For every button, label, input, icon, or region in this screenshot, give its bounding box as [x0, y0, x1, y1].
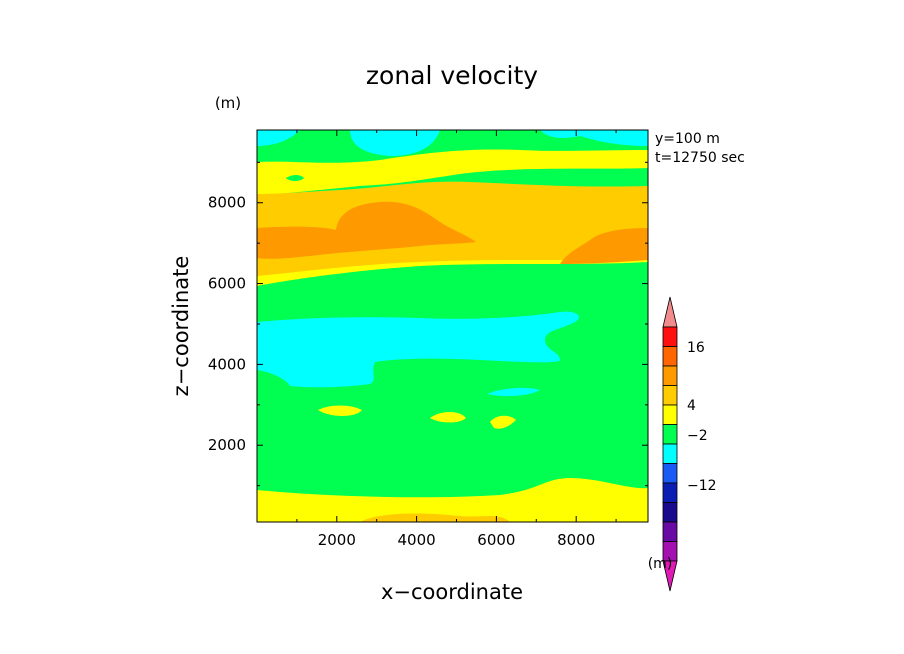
- colorbar-labels: 16 4 −2 −12: [687, 340, 717, 494]
- field-cyan-mid: [257, 311, 580, 388]
- field-orange-bottom: [360, 513, 510, 522]
- colorbar-bottom-arrow: [662, 560, 678, 592]
- field-orange-band: [257, 181, 648, 276]
- field-cyan-top-2: [257, 130, 300, 146]
- field-cyan-small: [487, 387, 540, 397]
- colorbar-label: 4: [687, 398, 696, 414]
- x-tick-label: 6000: [477, 531, 515, 549]
- field-cyan-top-3: [540, 130, 648, 146]
- field-green-spot: [286, 175, 304, 181]
- field-darkorange-right: [560, 228, 648, 264]
- x-tick-label: 2000: [318, 531, 356, 549]
- x-tick-label: 4000: [397, 531, 435, 549]
- x-tick-labels: 2000 4000 6000 8000: [318, 531, 596, 549]
- field-yellow-patch-1: [318, 405, 362, 416]
- field-yellow-patch-2: [430, 412, 466, 423]
- colorbar-box: [662, 502, 678, 523]
- colorbar-box: [662, 443, 678, 464]
- colorbar-box: [662, 326, 678, 347]
- chart-title: zonal velocity: [366, 61, 538, 90]
- contour-field: [257, 130, 648, 522]
- y-tick-label: 8000: [208, 194, 246, 212]
- colorbar-top-arrow: [662, 296, 678, 328]
- colorbar-box: [662, 463, 678, 484]
- colorbar: [662, 296, 678, 592]
- plot-frame: [256, 129, 649, 523]
- field-darkorange-left: [257, 201, 476, 259]
- field-cyan-top-1: [350, 130, 440, 156]
- y-axis-label: z−coordinate: [169, 256, 193, 397]
- x-tick-label: 8000: [557, 531, 595, 549]
- colorbar-box: [662, 404, 678, 425]
- colorbar-box: [662, 346, 678, 367]
- field-yellow-patch-3: [490, 415, 516, 429]
- y-tick-label: 6000: [208, 275, 246, 293]
- x-axis-label: x−coordinate: [381, 580, 523, 604]
- colorbar-unit-label: (m): [648, 556, 673, 572]
- colorbar-box: [662, 424, 678, 445]
- y-tick-label: 4000: [208, 355, 246, 373]
- colorbar-box: [662, 385, 678, 406]
- colorbar-label: −2: [687, 428, 708, 444]
- y-tick-label: 2000: [208, 436, 246, 454]
- y-unit-label: (m): [215, 94, 241, 112]
- colorbar-box: [662, 365, 678, 386]
- colorbar-box: [662, 482, 678, 503]
- colorbar-label: 16: [687, 340, 705, 356]
- field-yellow-bottom: [257, 478, 648, 522]
- colorbar-label: −12: [687, 478, 717, 494]
- colorbar-box: [662, 521, 678, 542]
- y-tick-labels: 2000 4000 6000 8000: [208, 194, 246, 454]
- field-yellow-top: [257, 149, 648, 196]
- tick-marks: [257, 130, 648, 522]
- annotation-time: t=12750 sec: [655, 150, 745, 166]
- annotation-y: y=100 m: [655, 131, 720, 147]
